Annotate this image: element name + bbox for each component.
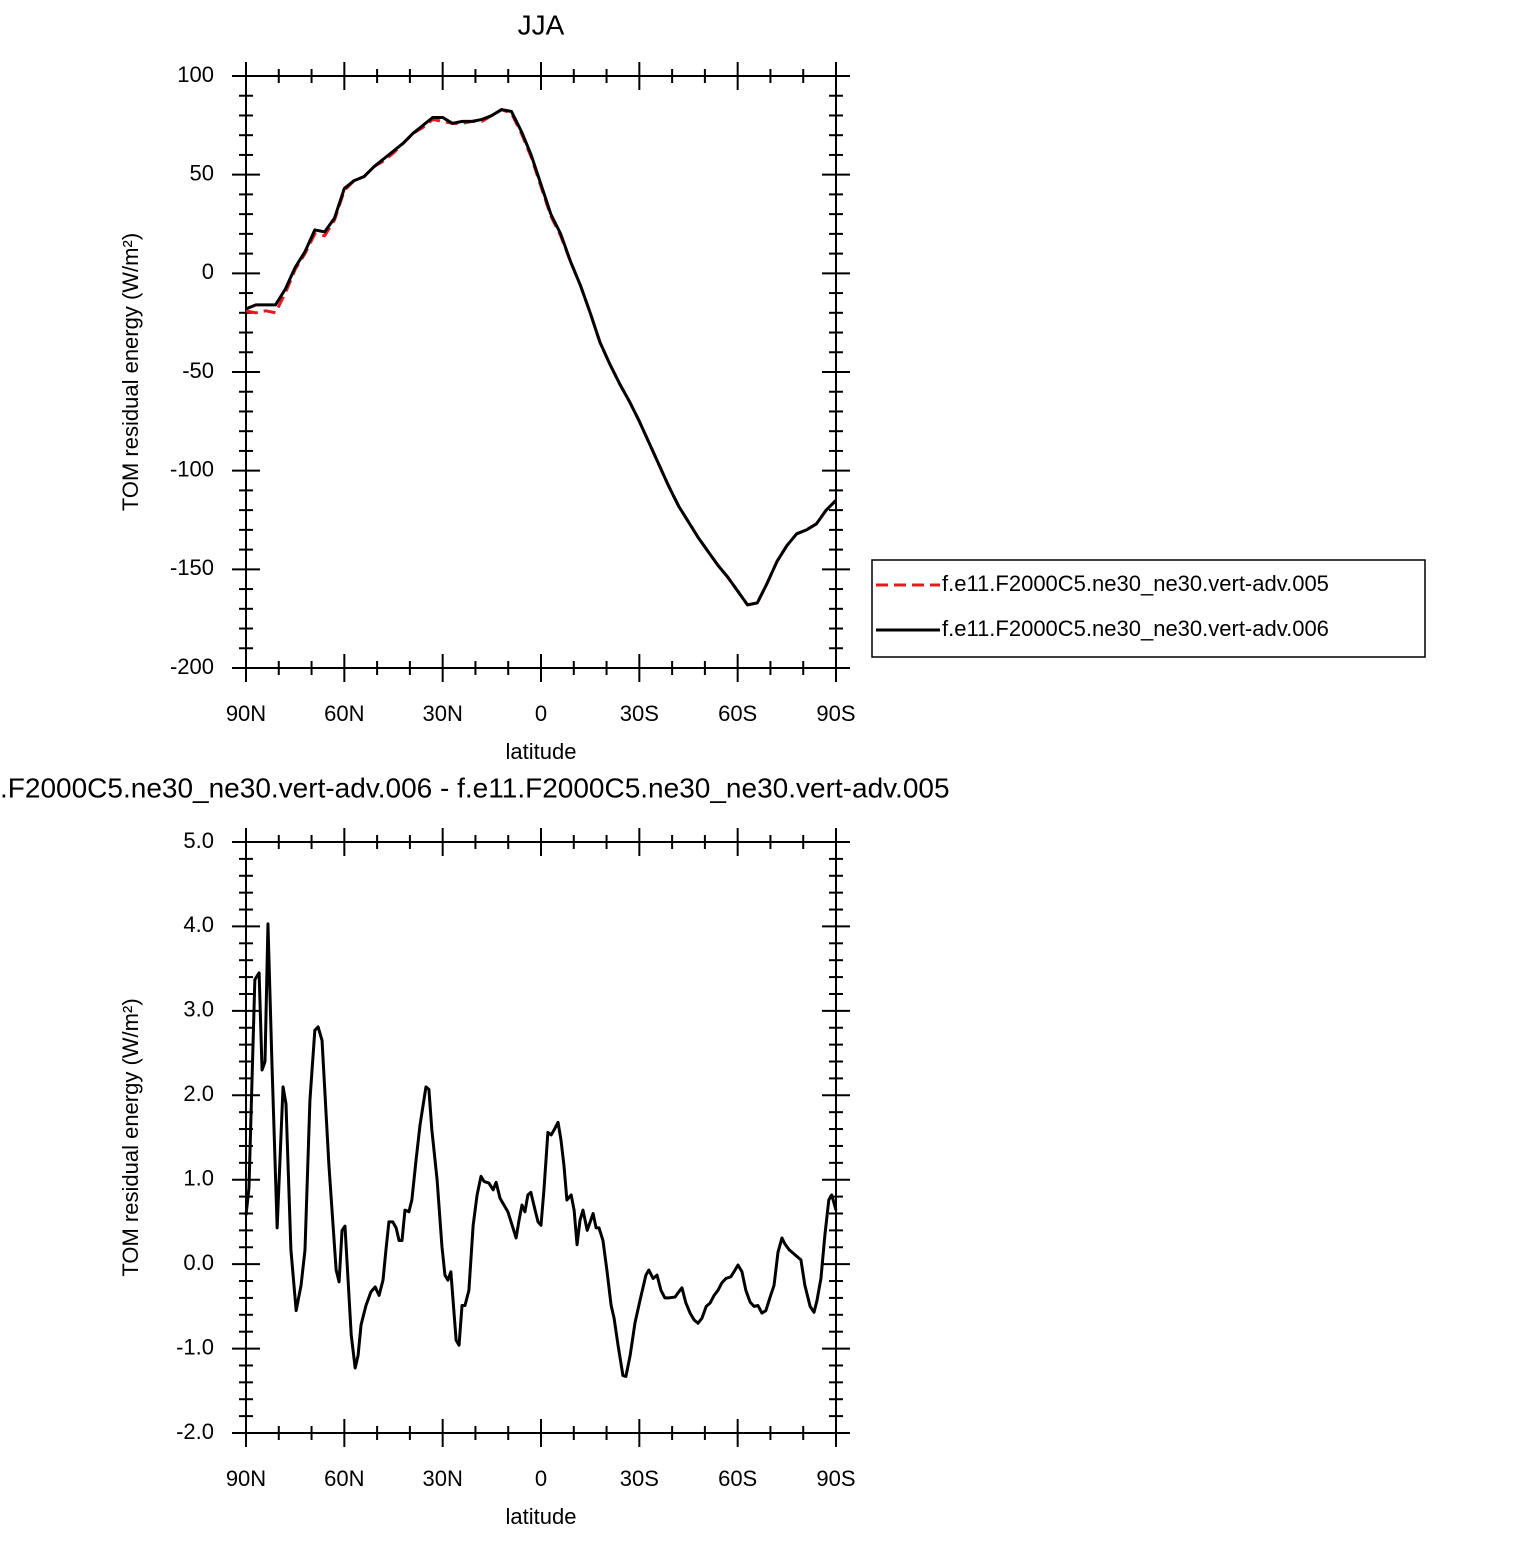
data-line <box>245 108 838 607</box>
x-tick-label: 30S <box>620 1466 659 1491</box>
x-tick-label: 90S <box>816 1466 855 1491</box>
x-tick-label: 30N <box>422 1466 462 1491</box>
y-tick-label: -200 <box>170 654 214 679</box>
x-tick-label: 0 <box>535 701 547 726</box>
x-tick-label: 90N <box>226 1466 266 1491</box>
x-tick-label: 30N <box>422 701 462 726</box>
x-tick-label: 60S <box>718 1466 757 1491</box>
x-tick-label: 0 <box>535 1466 547 1491</box>
y-tick-label: 4.0 <box>183 912 214 937</box>
y-tick-label: -1.0 <box>176 1334 214 1359</box>
y-tick-label: 100 <box>177 62 214 87</box>
x-tick-label: 90N <box>226 701 266 726</box>
x-axis-label: latitude <box>506 1504 577 1529</box>
chart-title: JJA <box>518 9 565 40</box>
x-tick-label: 30S <box>620 701 659 726</box>
y-tick-label: 3.0 <box>183 997 214 1022</box>
y-tick-label: -150 <box>170 555 214 580</box>
data-line <box>244 922 838 1378</box>
legend-label: f.e11.F2000C5.ne30_ne30.vert-adv.005 <box>942 571 1329 596</box>
x-tick-label: 60N <box>324 1466 364 1491</box>
y-axis-label: TOM residual energy (W/m²) <box>118 233 143 511</box>
y-tick-label: 50 <box>190 160 214 185</box>
y-tick-label: -2.0 <box>176 1419 214 1444</box>
legend-box <box>871 559 1426 658</box>
x-tick-label: 60S <box>718 701 757 726</box>
x-tick-label: 60N <box>324 701 364 726</box>
y-tick-label: -100 <box>170 456 214 481</box>
chart-title: .F2000C5.ne30_ne30.vert-adv.006 - f.e11.… <box>0 772 950 803</box>
x-axis-label: latitude <box>506 739 577 764</box>
x-tick-label: 90S <box>816 701 855 726</box>
y-tick-label: 5.0 <box>183 828 214 853</box>
y-tick-label: 2.0 <box>183 1081 214 1106</box>
y-tick-label: 0 <box>202 259 214 284</box>
plot-frame <box>245 75 837 669</box>
y-tick-label: 1.0 <box>183 1166 214 1191</box>
plot-frame <box>245 841 837 1434</box>
y-axis-label: TOM residual energy (W/m²) <box>118 998 143 1276</box>
legend-label: f.e11.F2000C5.ne30_ne30.vert-adv.006 <box>942 616 1329 641</box>
y-tick-label: -50 <box>182 358 214 383</box>
y-tick-label: 0.0 <box>183 1250 214 1275</box>
